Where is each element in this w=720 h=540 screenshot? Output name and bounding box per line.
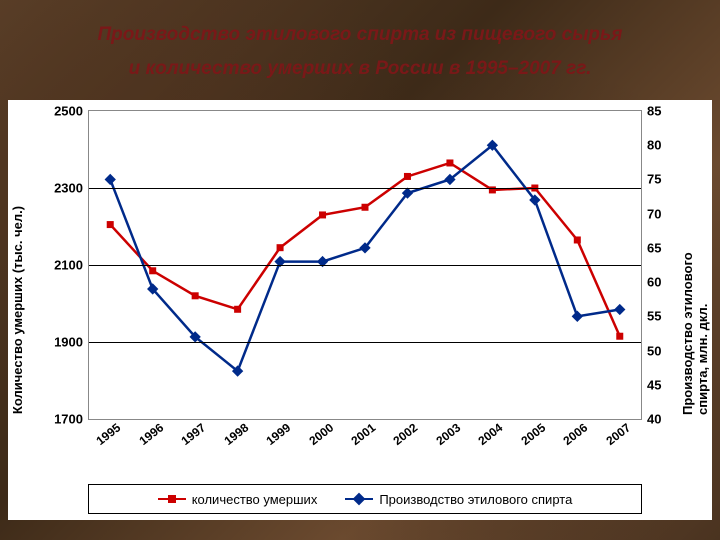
y-left-tick: 2500 <box>54 104 89 119</box>
legend-item-alcohol: Производство этилового спирта <box>345 492 572 507</box>
x-tick: 2004 <box>476 421 506 448</box>
x-tick: 1997 <box>179 421 209 448</box>
chart-container: Количество умерших (тыс. чел.) Производс… <box>8 100 712 520</box>
x-tick: 1998 <box>221 421 251 448</box>
y-left-tick: 2300 <box>54 181 89 196</box>
series-marker <box>404 173 411 180</box>
x-tick: 2002 <box>391 421 421 448</box>
x-tick: 1999 <box>264 421 294 448</box>
series-marker <box>107 221 114 228</box>
y-right-tick: 55 <box>641 309 661 324</box>
series-marker <box>319 211 326 218</box>
x-tick: 2007 <box>603 421 633 448</box>
y-left-tick: 2100 <box>54 258 89 273</box>
x-tick: 1996 <box>136 421 166 448</box>
legend-swatch-alcohol <box>345 498 373 500</box>
x-tick: 2003 <box>433 421 463 448</box>
y-right-tick: 60 <box>641 275 661 290</box>
grid-line <box>89 188 641 189</box>
x-tick: 2006 <box>561 421 591 448</box>
series-line <box>110 145 620 371</box>
y-right-tick: 45 <box>641 377 661 392</box>
y-right-tick: 70 <box>641 206 661 221</box>
y-right-tick: 75 <box>641 172 661 187</box>
title-line-1: Производство этилового спирта из пищевог… <box>40 18 680 52</box>
series-marker <box>192 292 199 299</box>
legend-label-deaths: количество умерших <box>192 492 318 507</box>
y-left-tick: 1900 <box>54 335 89 350</box>
legend-swatch-deaths <box>158 498 186 500</box>
y-right-tick: 65 <box>641 240 661 255</box>
x-tick: 2001 <box>349 421 379 448</box>
grid-line <box>89 342 641 343</box>
series-marker <box>105 174 116 185</box>
y-right-tick: 50 <box>641 343 661 358</box>
series-marker <box>362 204 369 211</box>
series-marker <box>149 267 156 274</box>
legend-item-deaths: количество умерших <box>158 492 318 507</box>
series-marker <box>574 236 581 243</box>
y-right-tick: 85 <box>641 104 661 119</box>
series-marker <box>572 311 583 322</box>
y-left-tick: 1700 <box>54 412 89 427</box>
y-right-tick: 80 <box>641 138 661 153</box>
title-line-2: и количество умерших в России в 1995–200… <box>40 52 680 86</box>
series-marker <box>446 159 453 166</box>
series-marker <box>234 306 241 313</box>
legend: количество умерших Производство этиловог… <box>88 484 642 514</box>
y-axis-left-label: Количество умерших (тыс. чел.) <box>10 206 25 414</box>
y-axis-right-label: Производство этилового спирта, млн. дкл. <box>680 205 710 415</box>
series-marker <box>614 304 625 315</box>
x-tick: 2005 <box>518 421 548 448</box>
x-tick: 2000 <box>306 421 336 448</box>
grid-line <box>89 265 641 266</box>
plot-area: 1700190021002300250040455055606570758085… <box>88 110 642 420</box>
legend-label-alcohol: Производство этилового спирта <box>379 492 572 507</box>
y-right-tick: 40 <box>641 412 661 427</box>
series-marker <box>277 244 284 251</box>
x-tick: 1995 <box>94 421 124 448</box>
series-marker <box>616 333 623 340</box>
chart-title: Производство этилового спирта из пищевог… <box>40 18 680 86</box>
